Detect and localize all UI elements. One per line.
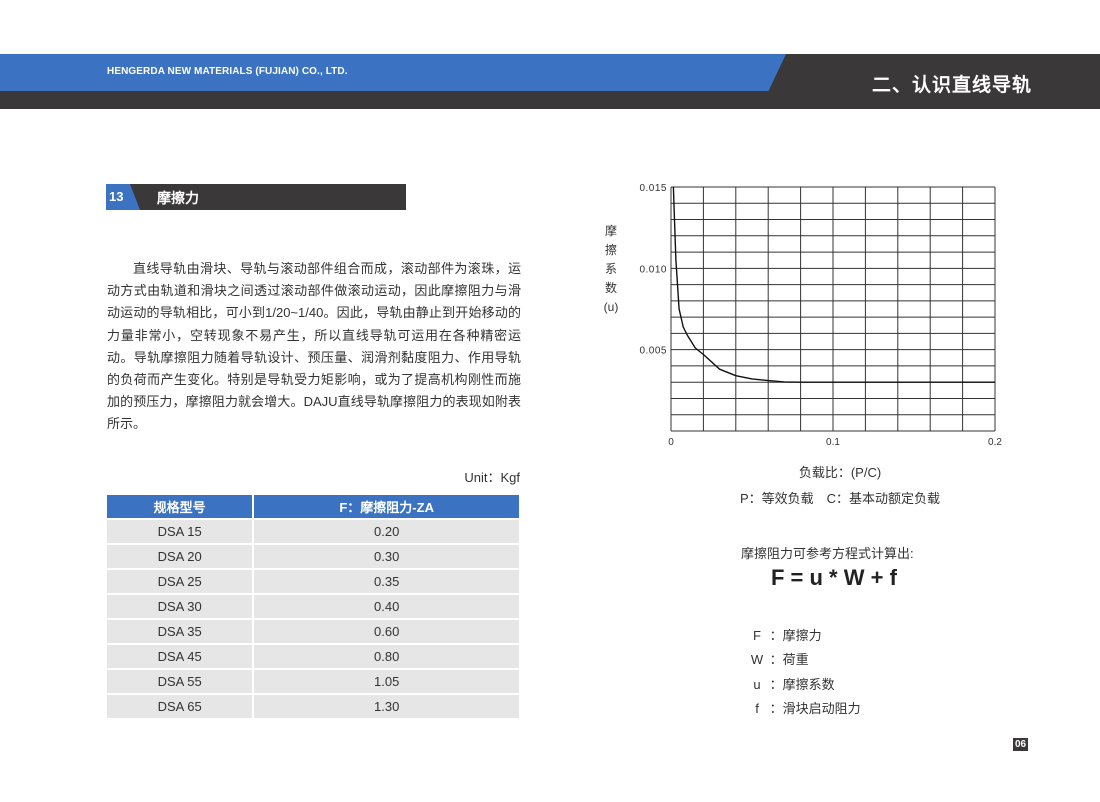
table-unit: Unit：Kgf — [464, 470, 520, 485]
friction-formula: F = u * W + f — [771, 565, 897, 590]
table-row: DSA 25 0.35 — [107, 568, 521, 594]
model-cell: DSA 45 — [107, 643, 255, 669]
definition-item: F ：摩擦力 — [748, 625, 822, 644]
section-bar — [106, 184, 406, 210]
definition-item: f ：滑块启动阻力 — [748, 698, 861, 717]
definition-value: 摩擦系数 — [782, 677, 835, 692]
header-chapter-block — [760, 54, 1100, 109]
table-row: DSA 65 1.30 — [107, 693, 521, 718]
y-axis-label-char: 系 — [605, 262, 617, 276]
section-number: 13 — [109, 189, 124, 204]
definition-value: 荷重 — [782, 652, 809, 667]
y-tick-label: 0.010 — [639, 264, 667, 275]
friction-cell: 1.30 — [253, 693, 521, 718]
model-cell: DSA 35 — [107, 618, 255, 644]
friction-cell: 1.05 — [253, 668, 521, 694]
table-row: DSA 15 0.20 — [107, 518, 521, 544]
definition-item: u ：摩擦系数 — [748, 674, 835, 693]
definition-key: F — [753, 628, 761, 643]
y-axis-label-char: (u) — [604, 300, 619, 314]
y-tick-label: 0.005 — [639, 346, 667, 357]
table-row: DSA 30 0.40 — [107, 593, 521, 619]
friction-coefficient-chart: 0.005 0.010 0.015 0 0.1 0.2 摩擦系数 (u) — [604, 183, 1003, 448]
friction-cell: 0.20 — [253, 518, 521, 544]
friction-curve — [672, 186, 995, 383]
formula-intro: 摩擦阻力可参考方程式计算出: — [741, 546, 914, 561]
header-model: 规格型号 — [107, 495, 255, 519]
table-header-row: 规格型号 F：摩擦阻力-ZA — [107, 495, 521, 519]
definition-value: 滑块启动阻力 — [782, 701, 861, 716]
table-row: DSA 45 0.80 — [107, 643, 521, 669]
page-number: 06 — [1013, 738, 1029, 751]
y-tick-label: 0.015 — [639, 183, 667, 194]
definition-value: 摩擦力 — [782, 628, 822, 643]
x-tick-label: 0.2 — [988, 437, 1002, 448]
body-paragraph: 直线导轨由滑块、导轨与滚动部件组合而成，滚动部件为滚珠，运动方式由轨道和滑块之间… — [107, 261, 521, 432]
section-title: 摩擦力 — [157, 190, 199, 206]
model-cell: DSA 65 — [107, 693, 255, 718]
model-cell: DSA 25 — [107, 568, 255, 594]
load-ratio-note: P：等效负载 C：基本动额定负载 — [740, 491, 941, 506]
model-cell: DSA 55 — [107, 668, 255, 694]
x-tick-label: 0 — [668, 437, 674, 448]
model-cell: DSA 20 — [107, 543, 255, 569]
company-name: HENGERDA NEW MATERIALS (FUJIAN) CO., LTD… — [107, 66, 348, 77]
table-row: DSA 20 0.30 — [107, 543, 521, 569]
model-cell: DSA 15 — [107, 518, 255, 544]
definition-key: u — [753, 677, 761, 692]
friction-cell: 0.30 — [253, 543, 521, 569]
friction-table: 规格型号 F：摩擦阻力-ZA DSA 15 0.20 DSA 20 0.30 DSA 2… — [107, 495, 521, 718]
chart-x-label: 负载比：(P/C) — [798, 465, 882, 480]
friction-cell: 0.60 — [253, 618, 521, 644]
y-axis-label-char: 摩 — [605, 223, 617, 238]
table-row: DSA 35 0.60 — [107, 618, 521, 644]
friction-cell: 0.35 — [253, 568, 521, 594]
friction-cell: 0.40 — [253, 593, 521, 619]
x-tick-label: 0.1 — [826, 437, 840, 448]
header-friction: F：摩擦阻力-ZA — [253, 495, 521, 519]
table-row: DSA 55 1.05 — [107, 668, 521, 694]
friction-cell: 0.80 — [253, 643, 521, 669]
definition-item: W ：荷重 — [748, 649, 809, 668]
definition-key: W — [750, 652, 764, 667]
definition-key: f — [755, 701, 759, 716]
chapter-title: 二、认识直线导轨 — [872, 75, 1033, 96]
y-axis-label-char: 数 — [605, 280, 617, 295]
model-cell: DSA 30 — [107, 593, 255, 619]
y-axis-label-char: 擦 — [605, 243, 617, 257]
